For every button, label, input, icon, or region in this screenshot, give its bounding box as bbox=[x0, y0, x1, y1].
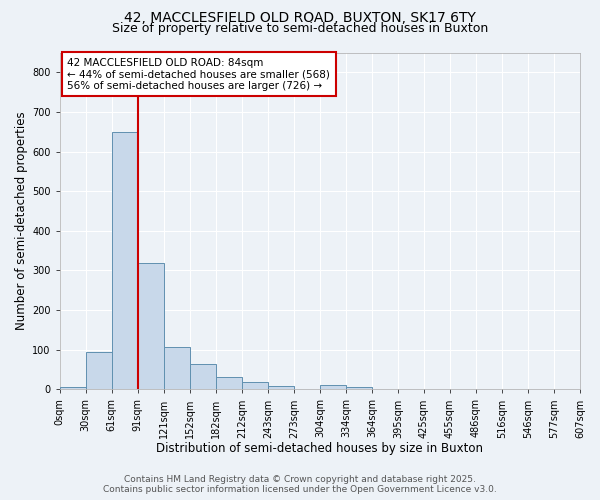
Bar bbox=[138, 262, 164, 390]
X-axis label: Distribution of semi-detached houses by size in Buxton: Distribution of semi-detached houses by … bbox=[157, 442, 484, 455]
Bar bbox=[372, 388, 398, 390]
Bar bbox=[86, 352, 112, 390]
Bar bbox=[59, 388, 86, 390]
Bar bbox=[346, 388, 372, 390]
Bar bbox=[216, 378, 242, 390]
Bar bbox=[190, 364, 216, 390]
Text: 42, MACCLESFIELD OLD ROAD, BUXTON, SK17 6TY: 42, MACCLESFIELD OLD ROAD, BUXTON, SK17 … bbox=[124, 11, 476, 25]
Bar bbox=[112, 132, 138, 390]
Text: Contains HM Land Registry data © Crown copyright and database right 2025.
Contai: Contains HM Land Registry data © Crown c… bbox=[103, 474, 497, 494]
Bar bbox=[242, 382, 268, 390]
Bar bbox=[164, 346, 190, 390]
Y-axis label: Number of semi-detached properties: Number of semi-detached properties bbox=[15, 112, 28, 330]
Text: Size of property relative to semi-detached houses in Buxton: Size of property relative to semi-detach… bbox=[112, 22, 488, 35]
Text: 42 MACCLESFIELD OLD ROAD: 84sqm
← 44% of semi-detached houses are smaller (568)
: 42 MACCLESFIELD OLD ROAD: 84sqm ← 44% of… bbox=[67, 58, 331, 91]
Bar bbox=[268, 386, 294, 390]
Bar bbox=[320, 386, 346, 390]
